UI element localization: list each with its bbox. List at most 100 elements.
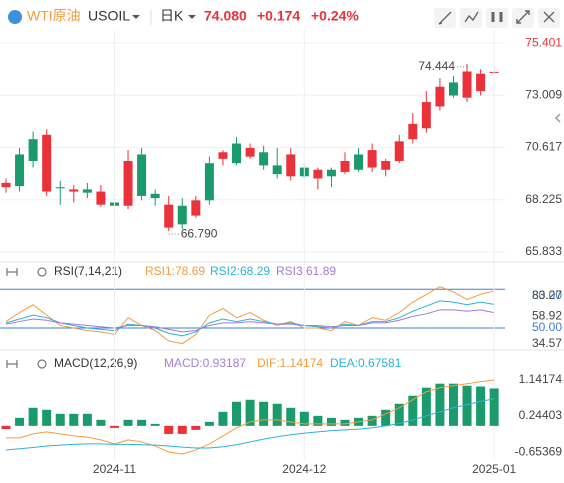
compare-button[interactable] xyxy=(486,8,508,28)
y-tick-label: 34.57 xyxy=(532,336,562,350)
candle-body xyxy=(150,193,160,199)
candle-body xyxy=(340,161,350,172)
candle-body xyxy=(1,182,11,188)
change: +0.174 xyxy=(257,8,300,24)
candle-body xyxy=(313,169,323,179)
y-tick-label: 1.14174 xyxy=(519,372,563,386)
histogram-bar xyxy=(123,419,133,426)
candle-body xyxy=(326,169,336,177)
candle-body xyxy=(69,189,79,192)
candle-body xyxy=(245,147,255,157)
histogram-bar xyxy=(381,409,391,426)
y-tick-label: 58.92 xyxy=(532,309,562,323)
settings-icon[interactable] xyxy=(37,267,47,277)
hide-icon[interactable] xyxy=(6,268,18,276)
indicator-line xyxy=(5,398,495,451)
histogram-bar xyxy=(96,419,106,426)
histogram-bar xyxy=(259,401,269,426)
candle-body xyxy=(123,161,133,206)
candle-body xyxy=(177,205,187,225)
candle-body xyxy=(259,152,269,166)
y-tick-label: 80.00 xyxy=(532,288,562,302)
candle-body xyxy=(96,191,106,205)
candle-body xyxy=(28,139,38,162)
candle-body xyxy=(164,204,174,228)
y-tick-label: -0.65369 xyxy=(515,444,563,458)
histogram-bar xyxy=(109,425,119,428)
candle-body xyxy=(394,141,404,162)
candle-body xyxy=(191,200,201,216)
draw-icon xyxy=(438,11,452,25)
candle-body xyxy=(286,154,296,177)
candle-body xyxy=(42,134,52,192)
expand-button[interactable] xyxy=(512,8,534,28)
histogram-bar xyxy=(489,388,499,426)
histogram-bar xyxy=(286,407,296,426)
min-annotation: 66.790 xyxy=(181,226,218,240)
y-tick-label: 70.617 xyxy=(525,140,562,154)
histogram-bar xyxy=(137,419,147,426)
instrument-name: WTI原油 xyxy=(27,8,81,24)
header: WTI原油 USOIL 日K 74.080 +0.174 +0.24% xyxy=(8,8,560,28)
y-tick-label: 83.27 xyxy=(532,288,562,302)
histogram-bar xyxy=(69,413,79,426)
candle-body xyxy=(232,143,242,164)
histogram-bar xyxy=(55,413,65,426)
histogram-bar xyxy=(177,425,187,434)
histogram-bar xyxy=(232,401,242,426)
histogram-bar xyxy=(476,386,486,426)
histogram-bar xyxy=(28,407,38,426)
histogram-bar xyxy=(150,423,160,426)
histogram-bar xyxy=(435,383,445,426)
period[interactable]: 日K xyxy=(160,8,184,24)
candle-body xyxy=(435,86,445,107)
symbol[interactable]: USOIL xyxy=(88,8,130,24)
x-tick-label: 2024-12 xyxy=(282,462,326,476)
candle-body xyxy=(82,189,92,193)
indicator-title: RSI(7,14,21) xyxy=(54,264,122,278)
legend-entry: DIF:1.14174 xyxy=(257,356,323,370)
histogram-bar xyxy=(448,383,458,426)
histogram-bar xyxy=(204,421,214,426)
candle-body xyxy=(55,187,65,189)
candle-body xyxy=(421,102,431,129)
indicator-line xyxy=(5,300,495,337)
histogram-bar xyxy=(42,409,52,426)
close-icon xyxy=(543,11,555,23)
histogram-bar xyxy=(82,413,92,426)
candle-body xyxy=(448,82,458,96)
indicator-line xyxy=(5,286,495,345)
dropdown-arrow[interactable] xyxy=(188,15,196,19)
close-button[interactable] xyxy=(538,8,560,28)
collapse-arrow[interactable] xyxy=(554,113,561,123)
max-annotation: 74.444 xyxy=(418,59,455,73)
dropdown-arrow[interactable] xyxy=(132,15,140,19)
settings-icon[interactable] xyxy=(37,359,47,369)
y-tick-label: 65.833 xyxy=(525,244,562,258)
y-tick-label: 68.225 xyxy=(525,192,562,206)
y-tick-label: 0.24403 xyxy=(519,408,563,422)
histogram-bar xyxy=(1,425,11,430)
x-tick-label: 2025-01 xyxy=(472,462,516,476)
histogram-bar xyxy=(245,399,255,426)
legend-entry: RSI2:68.29 xyxy=(210,264,270,278)
candle-body xyxy=(218,152,228,159)
indicator-icon xyxy=(464,11,479,23)
candle-body xyxy=(476,73,486,92)
candle-body xyxy=(381,161,391,170)
y-tick-label: 75.401 xyxy=(525,35,562,49)
histogram-bar xyxy=(367,415,377,426)
candle-body xyxy=(204,163,214,201)
histogram-bar xyxy=(421,387,431,426)
histogram-bar xyxy=(462,385,472,426)
price: 74.080 xyxy=(204,8,247,24)
histogram-bar xyxy=(191,425,201,430)
histogram-bar xyxy=(218,411,228,426)
histogram-bar xyxy=(326,417,336,426)
histogram-bar xyxy=(340,419,350,426)
hide-icon[interactable] xyxy=(6,360,18,368)
y-tick-label: 50.00 xyxy=(532,320,562,334)
legend-entry: MACD:0.93187 xyxy=(164,356,246,370)
indicator-line xyxy=(5,309,495,333)
indicator-line xyxy=(6,379,495,455)
